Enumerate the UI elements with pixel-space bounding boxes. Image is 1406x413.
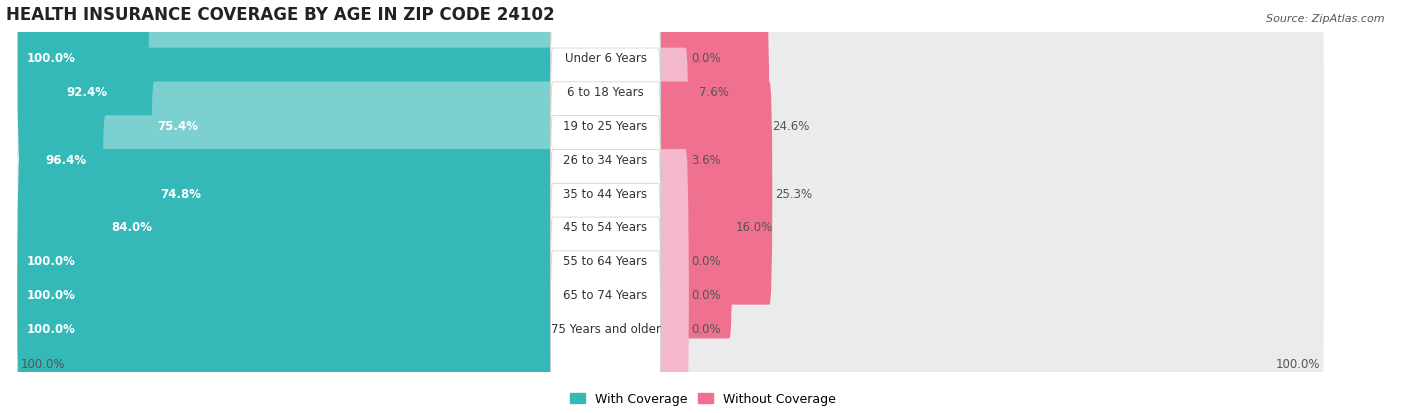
Text: 100.0%: 100.0% [27, 322, 76, 335]
Text: 45 to 54 Years: 45 to 54 Years [564, 221, 648, 234]
Text: 16.0%: 16.0% [735, 221, 772, 234]
FancyBboxPatch shape [658, 0, 696, 204]
FancyBboxPatch shape [17, 46, 1323, 274]
FancyBboxPatch shape [551, 116, 661, 271]
FancyBboxPatch shape [17, 181, 1323, 409]
Text: 0.0%: 0.0% [692, 288, 721, 301]
FancyBboxPatch shape [17, 80, 1323, 308]
Text: 100.0%: 100.0% [21, 357, 65, 370]
Text: 84.0%: 84.0% [111, 221, 152, 234]
Text: 100.0%: 100.0% [27, 288, 76, 301]
Text: HEALTH INSURANCE COVERAGE BY AGE IN ZIP CODE 24102: HEALTH INSURANCE COVERAGE BY AGE IN ZIP … [6, 5, 554, 24]
FancyBboxPatch shape [658, 49, 689, 271]
FancyBboxPatch shape [658, 82, 772, 305]
Text: 100.0%: 100.0% [1277, 357, 1320, 370]
FancyBboxPatch shape [17, 113, 1323, 341]
FancyBboxPatch shape [551, 49, 661, 203]
FancyBboxPatch shape [658, 217, 689, 413]
FancyBboxPatch shape [17, 12, 1323, 240]
FancyBboxPatch shape [150, 82, 554, 305]
Text: 3.6%: 3.6% [692, 153, 721, 166]
FancyBboxPatch shape [658, 150, 689, 373]
FancyBboxPatch shape [148, 15, 554, 237]
FancyBboxPatch shape [658, 116, 733, 339]
Text: 55 to 64 Years: 55 to 64 Years [564, 254, 648, 268]
Text: 19 to 25 Years: 19 to 25 Years [564, 120, 648, 133]
Text: 35 to 44 Years: 35 to 44 Years [564, 187, 648, 200]
FancyBboxPatch shape [17, 183, 554, 406]
Text: 0.0%: 0.0% [692, 254, 721, 268]
Text: 7.6%: 7.6% [699, 86, 730, 99]
FancyBboxPatch shape [658, 183, 689, 406]
Text: 92.4%: 92.4% [67, 86, 108, 99]
FancyBboxPatch shape [658, 15, 769, 237]
FancyBboxPatch shape [551, 251, 661, 406]
FancyBboxPatch shape [551, 15, 661, 170]
FancyBboxPatch shape [551, 83, 661, 237]
Legend: With Coverage, Without Coverage: With Coverage, Without Coverage [565, 387, 841, 410]
FancyBboxPatch shape [17, 0, 1323, 173]
FancyBboxPatch shape [551, 0, 661, 136]
Text: 0.0%: 0.0% [692, 52, 721, 65]
FancyBboxPatch shape [17, 147, 1323, 375]
FancyBboxPatch shape [37, 49, 554, 271]
FancyBboxPatch shape [17, 150, 554, 373]
FancyBboxPatch shape [17, 0, 1323, 206]
Text: 74.8%: 74.8% [160, 187, 201, 200]
Text: 25.3%: 25.3% [775, 187, 813, 200]
Text: 75 Years and older: 75 Years and older [551, 322, 661, 335]
FancyBboxPatch shape [658, 0, 689, 170]
FancyBboxPatch shape [103, 116, 554, 339]
Text: 24.6%: 24.6% [772, 120, 810, 133]
FancyBboxPatch shape [551, 218, 661, 372]
Text: Under 6 Years: Under 6 Years [564, 52, 647, 65]
FancyBboxPatch shape [58, 0, 554, 204]
FancyBboxPatch shape [17, 214, 1323, 413]
FancyBboxPatch shape [17, 0, 554, 170]
Text: 75.4%: 75.4% [157, 120, 198, 133]
Text: 0.0%: 0.0% [692, 322, 721, 335]
Text: 6 to 18 Years: 6 to 18 Years [567, 86, 644, 99]
Text: Source: ZipAtlas.com: Source: ZipAtlas.com [1267, 14, 1385, 24]
Text: 65 to 74 Years: 65 to 74 Years [564, 288, 648, 301]
FancyBboxPatch shape [17, 217, 554, 413]
Text: 26 to 34 Years: 26 to 34 Years [564, 153, 648, 166]
Text: 100.0%: 100.0% [27, 254, 76, 268]
FancyBboxPatch shape [551, 150, 661, 304]
FancyBboxPatch shape [551, 184, 661, 338]
Text: 96.4%: 96.4% [45, 153, 87, 166]
Text: 100.0%: 100.0% [27, 52, 76, 65]
